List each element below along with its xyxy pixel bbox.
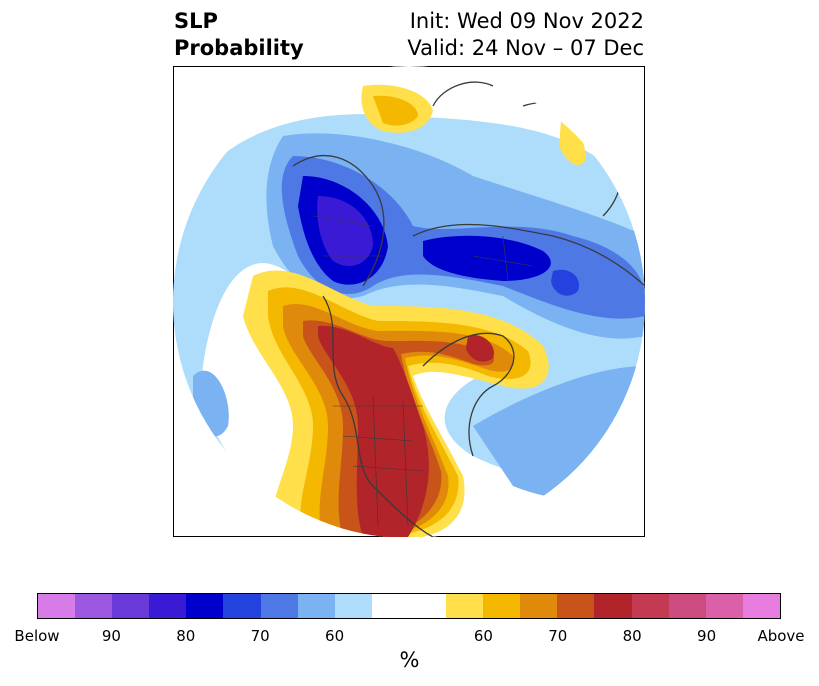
below-90-core: [317, 196, 373, 266]
colorbar-tick-label: 80: [176, 627, 196, 645]
colorbar-segment: [186, 594, 224, 618]
map-title: SLP Probability: [174, 8, 304, 62]
colorbar-tick-label: 70: [548, 627, 568, 645]
colorbar-segment: [371, 594, 409, 618]
colorbar-tick-label: 80: [622, 627, 642, 645]
colorbar-segment: [297, 594, 335, 618]
above-60-northeast: [559, 121, 586, 166]
probability-map: [173, 66, 645, 538]
below-80-spot: [551, 269, 579, 296]
colorbar-segment: [520, 594, 558, 618]
title-variable: SLP: [174, 9, 218, 33]
colorbar-tick-label: 60: [325, 627, 345, 645]
colorbar-segment: [149, 594, 187, 618]
valid-range: Valid: 24 Nov – 07 Dec: [407, 36, 644, 60]
above-90-spot: [466, 335, 494, 362]
colorbar-segment: [408, 594, 447, 618]
colorbar-tick-label: 70: [250, 627, 270, 645]
colorbar-segment: [446, 594, 484, 618]
map-svg: [173, 66, 645, 538]
colorbar-tick-label: 60: [473, 627, 493, 645]
colorbar-tick-label: 90: [697, 627, 717, 645]
colorbar-unit: %: [399, 648, 420, 672]
map-dates: Init: Wed 09 Nov 2022 Valid: 24 Nov – 07…: [407, 8, 644, 62]
colorbar-segment: [631, 594, 669, 618]
title-quantity: Probability: [174, 36, 304, 60]
colorbar-segment: [705, 594, 743, 618]
colorbar-tick-label: 90: [101, 627, 121, 645]
colorbar-ticks: Below 90 80 70 60 60 70 80 90 Above: [14, 627, 804, 647]
colorbar-tick-label: Below: [14, 627, 60, 645]
init-date: Init: Wed 09 Nov 2022: [409, 9, 644, 33]
colorbar: [37, 593, 781, 619]
colorbar-segment: [75, 594, 113, 618]
colorbar-tick-label: Above: [757, 627, 805, 645]
colorbar-segment: [334, 594, 372, 618]
colorbar-segment: [483, 594, 521, 618]
above-70-north: [373, 95, 418, 126]
colorbar-segment: [668, 594, 706, 618]
country-borders: [312, 215, 534, 527]
above-90-region: [318, 325, 429, 537]
colorbar-segment: [223, 594, 261, 618]
colorbar-segment: [557, 594, 595, 618]
colorbar-segment: [260, 594, 298, 618]
colorbar-segment: [38, 594, 76, 618]
colorbar-segment: [594, 594, 632, 618]
colorbar-segment: [112, 594, 150, 618]
probability-shading: [173, 66, 645, 538]
colorbar-segment: [742, 594, 780, 618]
